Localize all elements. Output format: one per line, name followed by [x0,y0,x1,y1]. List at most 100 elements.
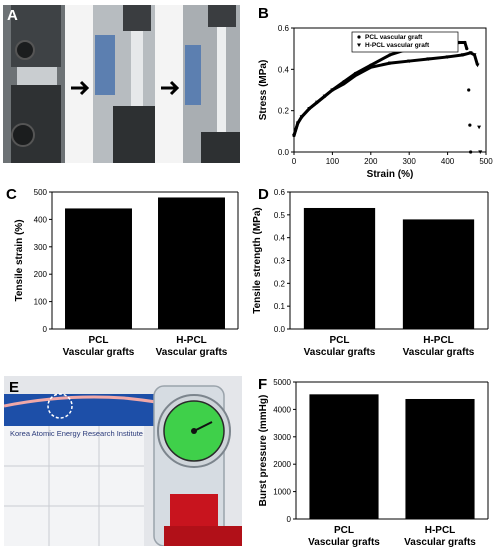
data-point [475,63,480,68]
x-tick-label: 200 [364,157,378,166]
panel-c-label: C [6,186,17,203]
legend-label: PCL vascular graft [365,34,423,41]
y-tick-label: 400 [34,215,48,224]
panel-d-label: D [258,186,269,203]
y-tick-label: 0.3 [274,257,286,266]
category-label: PCL [330,335,350,346]
y-tick-label: 0.0 [278,148,290,157]
y-tick-label: 0.6 [274,188,286,197]
y-tick-label: 500 [34,188,48,197]
data-point [472,53,477,57]
y-tick-label: 300 [34,243,48,252]
bar [303,207,376,329]
category-label: Vascular grafts [63,347,135,358]
data-point [468,123,472,127]
burst-pressure-bar-chart: 0 1000 2000 3000 4000 5000 Burst pressure (mmH… [258,378,489,548]
series-line [292,51,479,136]
data-point [292,133,296,138]
tensile-test-photo [3,5,240,163]
bar [158,197,225,329]
data-point [295,121,300,126]
category-label: Vascular grafts [156,347,228,358]
stress-strain-chart: 0 100 200 300 400 500 0.0 0.2 0.4 0.6 Strain (%) St… [258,24,493,180]
sign-text: Korea Atomic Energy Research Institute [10,429,143,438]
data-point [368,65,373,70]
data-point [299,115,304,119]
legend-label: H-PCL vascular graft [365,42,430,49]
data-point [341,82,346,86]
data-point [477,125,482,130]
data-point [322,94,327,99]
plot-frame [293,27,487,153]
bar [405,398,475,519]
bar [65,208,132,329]
category-label: Vascular grafts [403,347,475,358]
y-tick-label: 0.5 [274,211,286,220]
burst-test-photo [4,376,242,546]
x-tick-label: 400 [441,157,455,166]
y-tick-label: 0.2 [274,279,286,288]
tensile-strength-bar-chart: 0.0 0.1 0.2 0.3 0.4 0.5 0.6 Tensile strength (M… [252,188,489,358]
data-point [465,47,469,51]
category-label: H-PCL [423,335,454,346]
x-axis-title: Strain (%) [367,169,414,180]
legend-marker [357,35,361,39]
category-label: Vascular grafts [404,537,476,548]
data-point [388,61,392,66]
data-point [353,73,358,78]
panel-f-label: F [258,376,268,393]
panel-e-photo: Korea Atomic Energy Research Institute E [4,376,242,546]
y-tick-label: 0.6 [278,24,290,33]
y-tick-label: 5000 [273,378,291,387]
data-point [478,150,483,154]
y-axis-title: Tensile strength (MPa) [252,207,263,314]
y-axis-title: Burst pressure (mmHg) [258,395,269,507]
y-axis-title: Tensile strain (%) [14,219,25,301]
y-tick-label: 2000 [273,460,291,469]
y-axis-title: Stress (MPa) [258,60,269,121]
data-point [330,88,335,92]
x-tick-label: 0 [292,157,297,166]
bar [309,394,379,519]
category-label: H-PCL [176,335,207,346]
panel-b-label: B [258,5,269,22]
y-tick-label: 3000 [273,433,291,442]
legend-box [351,31,459,53]
y-tick-label: 0.4 [274,234,286,243]
data-point [468,51,473,55]
y-tick-label: 100 [34,298,48,307]
y-tick-label: 4000 [273,405,291,414]
bar [402,219,475,329]
x-tick-label: 500 [479,157,493,166]
category-label: Vascular grafts [308,537,380,548]
y-tick-label: 1000 [273,488,291,497]
y-tick-label: 0.4 [278,65,290,74]
y-tick-label: 0.1 [274,302,286,311]
category-label: Vascular grafts [304,347,376,358]
x-tick-label: 300 [403,157,417,166]
y-tick-label: 0.0 [274,325,286,334]
x-tick-label: 100 [326,157,340,166]
legend-marker [357,43,361,47]
data-point [388,53,392,57]
data-point [463,40,467,45]
panel-a-photo: A [3,5,240,163]
y-tick-label: 200 [34,270,48,279]
category-label: H-PCL [425,525,456,536]
data-point [407,59,412,64]
y-tick-label: 0.2 [278,107,290,116]
y-tick-label: 0 [287,515,292,524]
data-point [469,150,473,154]
data-point [315,100,320,105]
data-point [426,57,431,61]
panel-e-label: E [9,379,20,396]
data-point [467,88,471,92]
data-point [460,53,465,57]
y-tick-label: 0 [43,325,48,334]
panel-a-label: A [7,7,18,24]
data-point [445,55,450,59]
category-label: PCL [89,335,109,346]
data-point [307,107,312,111]
category-label: PCL [334,525,354,536]
